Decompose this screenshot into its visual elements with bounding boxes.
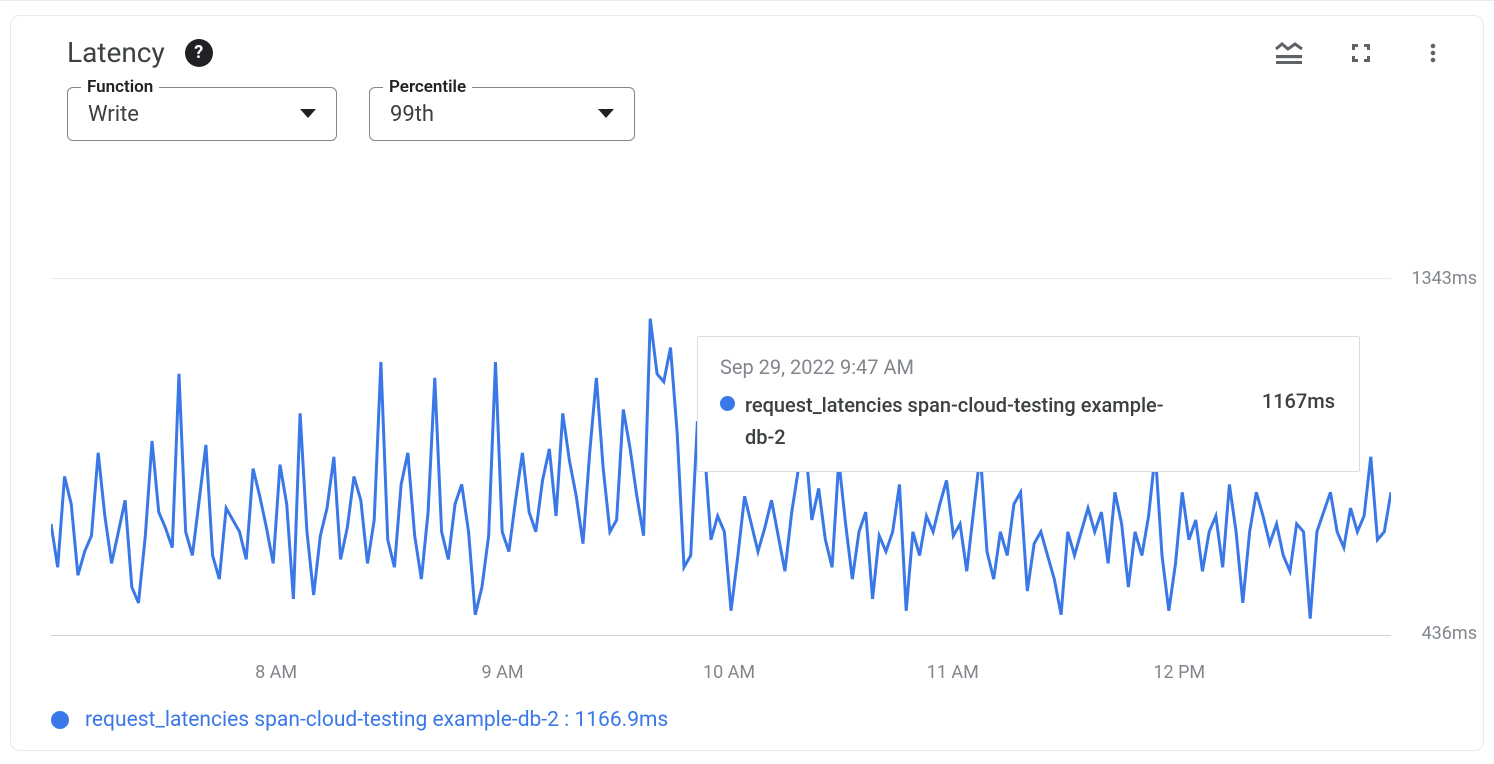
x-axis: 8 AM 9 AM 10 AM 11 AM 12 PM [51, 662, 1391, 686]
chevron-down-icon [598, 109, 614, 119]
legend-text: request_latencies span-cloud-testing exa… [85, 708, 668, 732]
help-icon[interactable]: ? [185, 39, 213, 67]
legend-dot [51, 711, 69, 729]
latency-card: Latency ? [10, 15, 1484, 751]
fullscreen-icon[interactable] [1347, 39, 1375, 67]
legend-toggle-icon[interactable] [1275, 39, 1303, 67]
page-title: Latency [67, 36, 165, 69]
function-select-value: Write [88, 102, 139, 127]
tooltip-series-dot [720, 396, 735, 411]
function-select[interactable]: Function Write [67, 87, 337, 141]
x-axis-tick: 11 AM [927, 662, 979, 683]
x-axis-tick: 12 PM [1153, 662, 1205, 683]
chevron-down-icon [300, 109, 316, 119]
tooltip-value: 1167ms [1222, 389, 1335, 413]
percentile-select-value: 99th [390, 102, 434, 127]
percentile-select[interactable]: Percentile 99th [369, 87, 635, 141]
x-axis-tick: 8 AM [255, 662, 297, 683]
tooltip-timestamp: Sep 29, 2022 9:47 AM [720, 355, 1335, 379]
function-select-label: Function [81, 77, 159, 97]
y-axis-bottom-label: 436ms [1422, 623, 1477, 644]
x-axis-tick: 10 AM [703, 662, 755, 683]
tooltip-series-name: request_latencies span-cloud-testing exa… [745, 389, 1165, 453]
more-options-icon[interactable] [1419, 39, 1447, 67]
chart-toolbar [1275, 39, 1453, 67]
y-axis-top-label: 1343ms [1411, 268, 1477, 289]
card-header: Latency ? [11, 16, 1483, 69]
chart-tooltip: Sep 29, 2022 9:47 AM request_latencies s… [697, 336, 1360, 472]
filter-row: Function Write Percentile 99th [11, 69, 1483, 141]
legend-row[interactable]: request_latencies span-cloud-testing exa… [51, 708, 668, 732]
percentile-select-label: Percentile [383, 77, 472, 97]
x-axis-tick: 9 AM [482, 662, 524, 683]
